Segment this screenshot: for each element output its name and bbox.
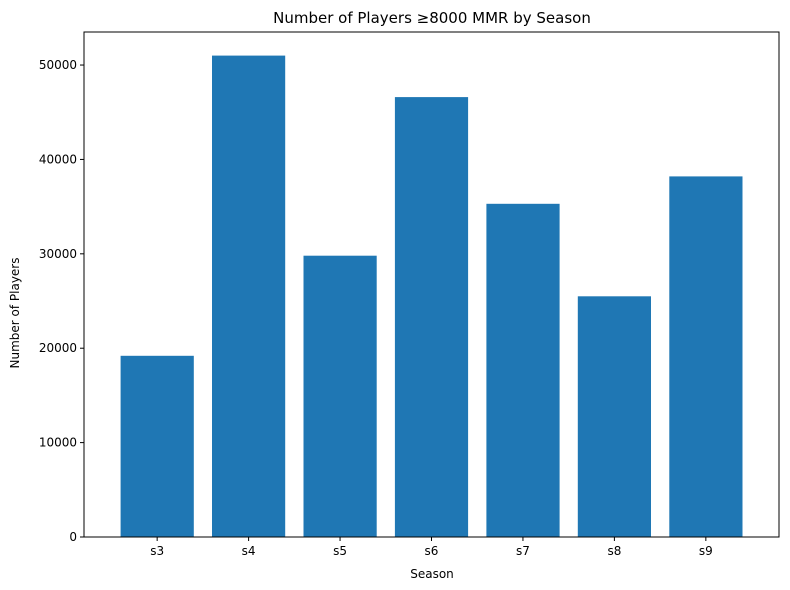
y-tick-label: 50000 bbox=[39, 58, 77, 72]
bar-s9 bbox=[669, 176, 743, 537]
x-tick-label: s5 bbox=[333, 544, 347, 558]
chart-title: Number of Players ≥8000 MMR by Season bbox=[273, 9, 591, 27]
x-tick-label: s9 bbox=[699, 544, 713, 558]
y-tick-label: 40000 bbox=[39, 152, 77, 166]
bar-s6 bbox=[394, 97, 469, 537]
x-tick-label: s7 bbox=[516, 544, 530, 558]
bar-s5 bbox=[303, 255, 377, 537]
y-axis-label: Number of Players bbox=[8, 258, 22, 369]
x-tick-label: s6 bbox=[425, 544, 439, 558]
y-axis-ticks: 0 10000 20000 30000 40000 50000 bbox=[39, 58, 84, 544]
bar-s4 bbox=[212, 55, 286, 537]
bar-s8 bbox=[577, 296, 651, 537]
y-tick-label: 10000 bbox=[39, 436, 77, 450]
x-axis-label: Season bbox=[410, 567, 454, 581]
bar-s3 bbox=[120, 355, 194, 537]
x-tick-label: s8 bbox=[607, 544, 621, 558]
bars-group bbox=[120, 55, 743, 538]
plot-area-frame bbox=[83, 31, 780, 538]
bar-s7 bbox=[486, 203, 560, 538]
y-tick-label: 30000 bbox=[39, 247, 77, 261]
y-tick-label: 0 bbox=[69, 530, 77, 544]
x-tick-label: s4 bbox=[242, 544, 256, 558]
y-tick-label: 20000 bbox=[39, 341, 77, 355]
x-axis-ticks: s3 s4 s5 s6 s7 s8 s9 bbox=[150, 537, 713, 558]
x-tick-label: s3 bbox=[150, 544, 164, 558]
